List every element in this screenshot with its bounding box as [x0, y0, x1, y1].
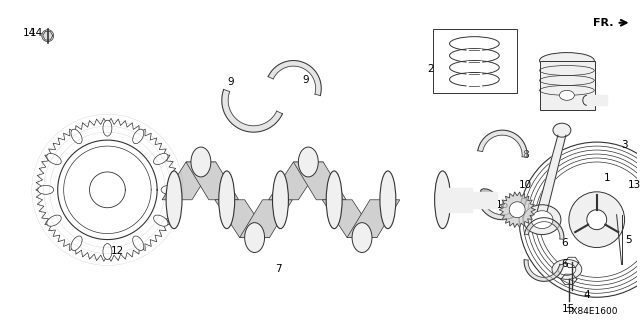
Polygon shape [537, 135, 566, 212]
Ellipse shape [71, 129, 82, 144]
Ellipse shape [103, 120, 112, 136]
Ellipse shape [191, 147, 211, 177]
Polygon shape [322, 200, 377, 237]
Text: FR.: FR. [593, 18, 614, 28]
Text: 16: 16 [495, 200, 509, 210]
Polygon shape [240, 200, 292, 237]
Ellipse shape [161, 185, 177, 194]
Ellipse shape [352, 223, 372, 252]
Ellipse shape [273, 171, 289, 228]
Text: 6: 6 [561, 260, 568, 269]
Ellipse shape [166, 171, 182, 228]
Ellipse shape [154, 154, 168, 164]
Ellipse shape [481, 189, 494, 197]
Text: 1: 1 [604, 173, 610, 183]
Ellipse shape [47, 215, 61, 226]
Polygon shape [222, 90, 282, 132]
Circle shape [509, 202, 525, 218]
Text: 14: 14 [23, 28, 36, 38]
Ellipse shape [380, 171, 396, 228]
Text: 6: 6 [561, 237, 568, 248]
Text: 3: 3 [621, 140, 628, 150]
Ellipse shape [132, 236, 144, 251]
Text: 14: 14 [30, 28, 43, 38]
Circle shape [42, 30, 54, 42]
Ellipse shape [552, 260, 582, 279]
Polygon shape [524, 260, 564, 281]
Text: 15: 15 [563, 304, 575, 314]
Ellipse shape [244, 223, 264, 252]
Ellipse shape [47, 154, 61, 164]
Text: 13: 13 [628, 180, 640, 190]
Polygon shape [499, 192, 535, 228]
Text: 12: 12 [111, 246, 124, 257]
Polygon shape [268, 60, 321, 96]
Ellipse shape [435, 171, 451, 228]
Ellipse shape [531, 211, 553, 228]
Ellipse shape [219, 171, 235, 228]
Ellipse shape [523, 205, 561, 235]
Ellipse shape [559, 90, 574, 100]
Bar [433, 29, 517, 93]
Polygon shape [478, 130, 527, 157]
Polygon shape [162, 162, 216, 200]
Text: 11: 11 [520, 210, 534, 220]
Text: 10: 10 [518, 180, 532, 190]
Text: 9: 9 [302, 76, 308, 85]
Polygon shape [269, 162, 323, 200]
Ellipse shape [583, 95, 591, 105]
Polygon shape [477, 193, 527, 220]
Ellipse shape [132, 129, 144, 144]
Polygon shape [347, 200, 400, 237]
Polygon shape [186, 162, 239, 200]
Circle shape [569, 192, 625, 248]
Ellipse shape [298, 147, 318, 177]
Polygon shape [215, 200, 269, 237]
Text: 9: 9 [227, 77, 234, 87]
Ellipse shape [38, 185, 54, 194]
Text: 8: 8 [522, 150, 529, 160]
Text: 7: 7 [275, 264, 282, 275]
Text: 5: 5 [625, 235, 632, 244]
Text: TX84E1600: TX84E1600 [566, 307, 618, 316]
Ellipse shape [103, 244, 112, 260]
Ellipse shape [71, 236, 82, 251]
Text: 2: 2 [428, 63, 434, 74]
FancyBboxPatch shape [540, 60, 595, 110]
Ellipse shape [154, 215, 168, 226]
Ellipse shape [326, 171, 342, 228]
Polygon shape [524, 218, 564, 239]
Ellipse shape [553, 123, 571, 137]
Polygon shape [293, 162, 346, 200]
Text: 4: 4 [584, 290, 590, 300]
Circle shape [587, 210, 607, 230]
Ellipse shape [558, 263, 576, 276]
Ellipse shape [540, 52, 595, 68]
